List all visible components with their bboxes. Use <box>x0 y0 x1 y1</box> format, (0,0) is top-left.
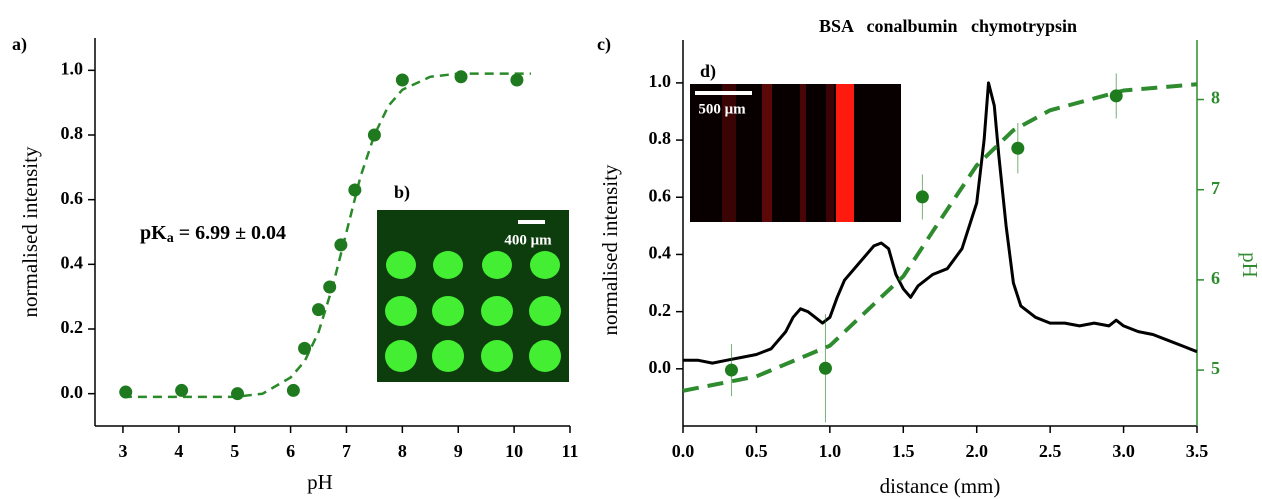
x-tick-label: 5 <box>230 441 239 461</box>
x-tick-label: 6 <box>286 441 295 461</box>
y-tick-label: 1.0 <box>61 58 84 78</box>
x-tick-label: 8 <box>398 441 407 461</box>
x-axis-label: distance (mm) <box>880 474 1001 498</box>
figure: a) pH normalised intensity pKa = 6.99 ± … <box>0 0 1262 499</box>
x-tick-label: 9 <box>454 441 463 461</box>
y-tick-label: 0.0 <box>649 357 672 377</box>
stripe <box>826 84 834 222</box>
y-tick-label: 0.6 <box>649 185 672 205</box>
data-point <box>298 342 311 355</box>
x-tick-label: 0.5 <box>745 441 768 461</box>
y-tick-label: 0.2 <box>61 317 84 337</box>
data-point <box>1011 142 1024 155</box>
data-point <box>396 74 409 87</box>
data-point <box>455 70 468 83</box>
well <box>481 296 513 326</box>
data-point <box>119 386 132 399</box>
y-tick-label: 0.8 <box>61 123 84 143</box>
x-axis-label: pH <box>307 470 333 494</box>
well <box>385 340 417 372</box>
y-tick-label: 0.0 <box>61 382 84 402</box>
y2-tick-label: 6 <box>1211 268 1220 288</box>
x-tick-label: 11 <box>561 441 578 461</box>
data-point <box>323 280 336 293</box>
x-tick-label: 0.0 <box>672 441 695 461</box>
y-tick-label: 0.4 <box>61 252 84 272</box>
x-tick-label: 7 <box>342 441 351 461</box>
well <box>482 251 512 279</box>
panel-label: c) <box>597 34 611 55</box>
annotation-subscript: a <box>167 231 174 246</box>
stripe <box>836 84 854 222</box>
x-tick-label: 2.5 <box>1039 441 1062 461</box>
well <box>433 251 463 279</box>
y-tick-label: 0.8 <box>649 128 672 148</box>
data-point <box>725 364 738 377</box>
well <box>385 296 417 326</box>
data-point <box>368 129 381 142</box>
x-tick-label: 10 <box>505 441 523 461</box>
well <box>386 251 416 279</box>
y-tick-label: 1.0 <box>649 71 672 91</box>
annotation-text: pK <box>140 222 167 244</box>
x-tick-label: 3.5 <box>1186 441 1209 461</box>
x-tick-label: 3 <box>118 441 127 461</box>
data-point <box>175 384 188 397</box>
data-point <box>510 74 523 87</box>
data-point <box>287 384 300 397</box>
scale-bar-label: 500 μm <box>698 101 746 117</box>
data-point <box>916 190 929 203</box>
data-point <box>334 238 347 251</box>
x-tick-label: 4 <box>174 441 183 461</box>
well <box>432 340 464 372</box>
data-point <box>348 183 361 196</box>
inset-image: 500 μm <box>690 84 901 222</box>
data-point <box>819 362 832 375</box>
x-tick-label: 1.0 <box>819 441 842 461</box>
well <box>530 251 560 279</box>
y-tick-label: 0.2 <box>649 300 672 320</box>
y-tick-label: 0.6 <box>61 188 84 208</box>
y-axis-label: normalised intensity <box>598 164 622 335</box>
y2-tick-label: 5 <box>1211 358 1220 378</box>
y2-tick-label: 8 <box>1211 88 1220 108</box>
data-point <box>1110 89 1123 102</box>
data-point <box>231 387 244 400</box>
well <box>529 340 561 372</box>
x-tick-label: 2.0 <box>965 441 988 461</box>
stripe <box>800 84 806 222</box>
y-tick-label: 0.4 <box>649 243 672 263</box>
scale-bar-label: 400 μm <box>504 232 552 248</box>
panel-label: a) <box>12 34 27 55</box>
y-axis-label: normalised intensity <box>18 146 42 317</box>
x-tick-label: 1.5 <box>892 441 915 461</box>
stripe <box>762 84 772 222</box>
y2-axis-label: pH <box>1238 252 1262 278</box>
well <box>481 340 513 372</box>
inset-label: b) <box>394 182 410 203</box>
annotation-text: = 6.99 ± 0.04 <box>174 222 286 244</box>
well <box>432 296 464 326</box>
inset-label: d) <box>700 61 716 82</box>
inset-image: 400 μm <box>377 210 569 382</box>
well <box>529 296 561 326</box>
chart-title: BSA conalbumin chymotrypsin <box>819 16 1077 36</box>
y2-tick-label: 7 <box>1211 178 1220 198</box>
annotation: pKa = 6.99 ± 0.04 <box>140 222 286 247</box>
data-point <box>312 303 325 316</box>
x-tick-label: 3.0 <box>1112 441 1135 461</box>
